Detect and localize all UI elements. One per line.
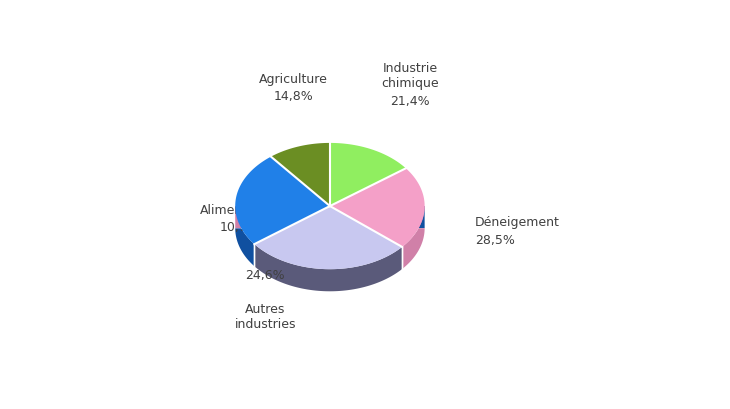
- Polygon shape: [235, 157, 330, 245]
- Polygon shape: [235, 207, 425, 267]
- Text: Déneigement: Déneigement: [475, 216, 560, 229]
- Polygon shape: [254, 245, 402, 292]
- Text: 24,6%: 24,6%: [245, 268, 285, 281]
- Text: Industrie
chimique: Industrie chimique: [382, 62, 439, 90]
- Polygon shape: [254, 207, 402, 270]
- Text: 14,8%: 14,8%: [274, 90, 313, 103]
- Text: Agriculture: Agriculture: [259, 72, 328, 85]
- Text: 10,7%: 10,7%: [220, 220, 260, 234]
- Polygon shape: [330, 144, 406, 207]
- Text: 21,4%: 21,4%: [391, 94, 430, 107]
- Text: Alimentation: Alimentation: [200, 203, 280, 216]
- Polygon shape: [271, 144, 330, 207]
- Text: 28,5%: 28,5%: [475, 233, 515, 246]
- Text: Autres
industries: Autres industries: [234, 303, 296, 330]
- Polygon shape: [235, 207, 425, 270]
- Polygon shape: [330, 169, 425, 247]
